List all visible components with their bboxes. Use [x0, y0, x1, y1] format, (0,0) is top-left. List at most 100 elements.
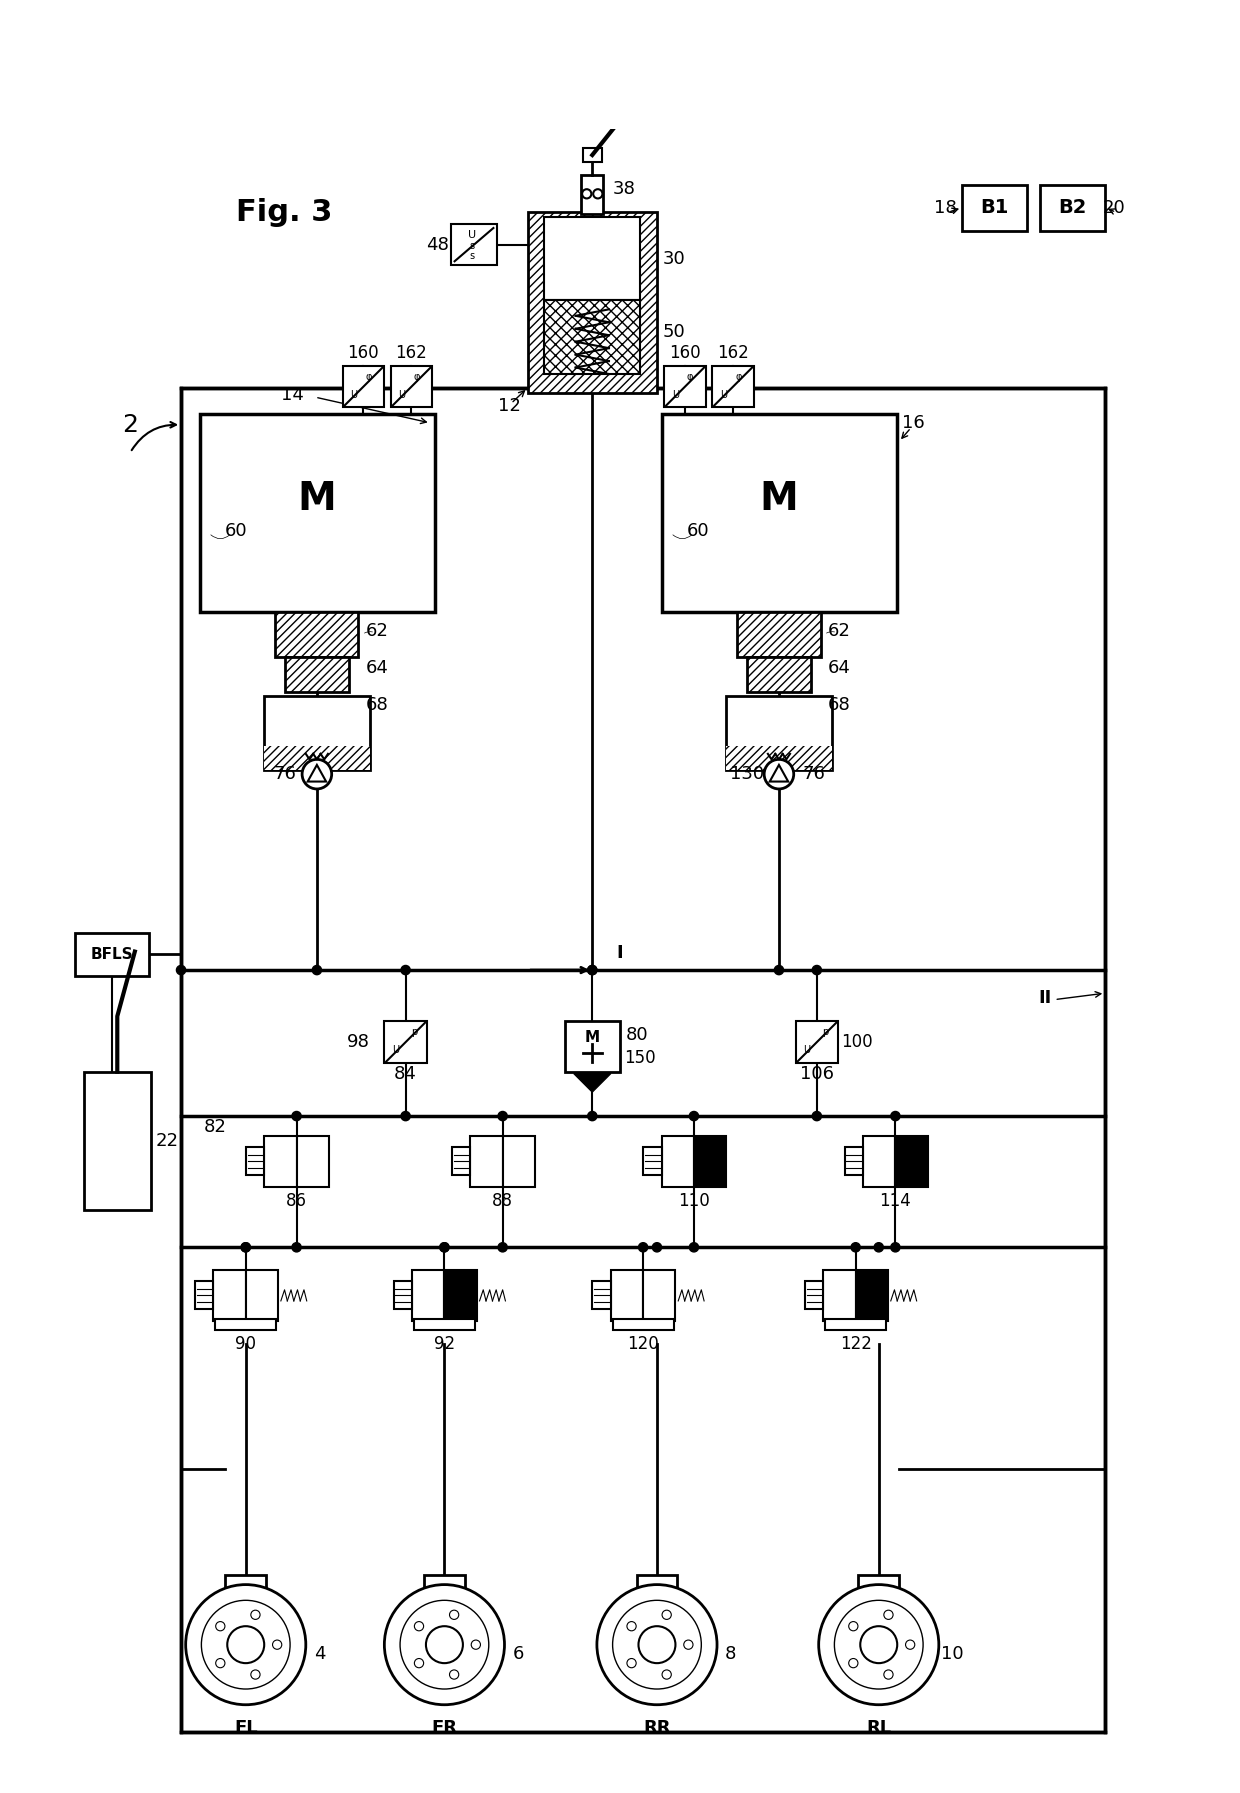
Bar: [444, 1271, 476, 1321]
Bar: [451, 224, 497, 265]
Bar: [644, 1271, 676, 1321]
Bar: [858, 1576, 899, 1601]
Circle shape: [291, 1112, 301, 1121]
Bar: [391, 366, 433, 407]
Text: 48: 48: [427, 235, 449, 253]
Bar: [644, 1148, 662, 1174]
Text: 84: 84: [394, 1065, 417, 1083]
Text: U: U: [398, 391, 405, 400]
Text: 4: 4: [314, 1644, 325, 1662]
Bar: [727, 746, 832, 769]
Circle shape: [848, 1621, 858, 1632]
Text: 130: 130: [729, 766, 764, 784]
Circle shape: [498, 1112, 507, 1121]
Circle shape: [812, 1112, 821, 1121]
Bar: [856, 1271, 888, 1321]
Bar: [895, 1137, 928, 1187]
Circle shape: [627, 1659, 636, 1667]
Text: 122: 122: [839, 1336, 872, 1354]
Circle shape: [425, 1626, 463, 1664]
Text: 76: 76: [802, 766, 826, 784]
Circle shape: [498, 1243, 507, 1252]
Text: B1: B1: [980, 199, 1008, 217]
Text: s: s: [470, 251, 475, 260]
Bar: [296, 1137, 329, 1187]
Circle shape: [689, 1112, 698, 1121]
Circle shape: [689, 1243, 698, 1252]
Text: FR: FR: [432, 1719, 458, 1737]
Text: 160: 160: [347, 344, 379, 362]
Bar: [226, 1576, 267, 1601]
Text: 64: 64: [827, 658, 851, 678]
Circle shape: [639, 1626, 676, 1664]
Bar: [246, 1271, 278, 1321]
Circle shape: [848, 1659, 858, 1667]
Text: 64: 64: [366, 658, 388, 678]
Bar: [796, 1020, 838, 1063]
Text: φ: φ: [366, 371, 372, 382]
Circle shape: [440, 1243, 449, 1252]
Circle shape: [613, 1601, 702, 1689]
Bar: [738, 613, 821, 656]
Bar: [962, 185, 1027, 231]
Circle shape: [662, 1669, 671, 1680]
Circle shape: [250, 1610, 260, 1619]
Text: 82: 82: [205, 1119, 227, 1137]
Circle shape: [884, 1610, 893, 1619]
Circle shape: [588, 1112, 596, 1121]
Bar: [611, 1271, 644, 1321]
Text: 12: 12: [497, 398, 521, 416]
Text: Fig. 3: Fig. 3: [237, 197, 332, 226]
Text: 20: 20: [1104, 199, 1126, 217]
Bar: [662, 414, 898, 613]
Polygon shape: [308, 766, 326, 782]
Text: 88: 88: [492, 1192, 513, 1210]
Circle shape: [273, 1641, 281, 1650]
Circle shape: [627, 1621, 636, 1632]
Bar: [264, 1137, 296, 1187]
Text: RL: RL: [867, 1719, 892, 1737]
Circle shape: [186, 1585, 306, 1705]
Bar: [213, 1271, 246, 1321]
Bar: [746, 656, 811, 692]
Text: RR: RR: [644, 1719, 671, 1737]
Bar: [613, 1320, 673, 1330]
Text: φ: φ: [413, 371, 420, 382]
Circle shape: [683, 1641, 693, 1650]
Text: 76: 76: [273, 766, 296, 784]
Bar: [662, 1137, 694, 1187]
Bar: [564, 1020, 620, 1072]
Text: p: p: [822, 1027, 828, 1036]
Polygon shape: [770, 766, 789, 782]
Circle shape: [303, 760, 331, 789]
Text: 110: 110: [678, 1192, 709, 1210]
Circle shape: [401, 1112, 410, 1121]
Bar: [823, 1271, 856, 1321]
Bar: [424, 1576, 465, 1601]
Bar: [264, 696, 370, 769]
Bar: [412, 1271, 444, 1321]
Circle shape: [884, 1669, 893, 1680]
Circle shape: [818, 1585, 939, 1705]
Circle shape: [905, 1641, 915, 1650]
Bar: [544, 299, 640, 375]
Circle shape: [890, 1112, 900, 1121]
Circle shape: [639, 1243, 647, 1252]
Circle shape: [812, 965, 821, 975]
Bar: [825, 1320, 887, 1330]
Text: B2: B2: [1059, 199, 1087, 217]
Circle shape: [241, 1243, 250, 1252]
Circle shape: [450, 1669, 459, 1680]
Text: φ: φ: [687, 371, 693, 382]
Circle shape: [227, 1626, 264, 1664]
Text: M: M: [760, 481, 799, 518]
Text: 114: 114: [879, 1192, 911, 1210]
Circle shape: [216, 1621, 224, 1632]
Bar: [470, 1137, 502, 1187]
Bar: [393, 1282, 412, 1309]
Text: 92: 92: [434, 1336, 455, 1354]
Circle shape: [291, 1243, 301, 1252]
Bar: [844, 1148, 863, 1174]
Circle shape: [861, 1626, 898, 1664]
Text: I: I: [616, 945, 624, 963]
